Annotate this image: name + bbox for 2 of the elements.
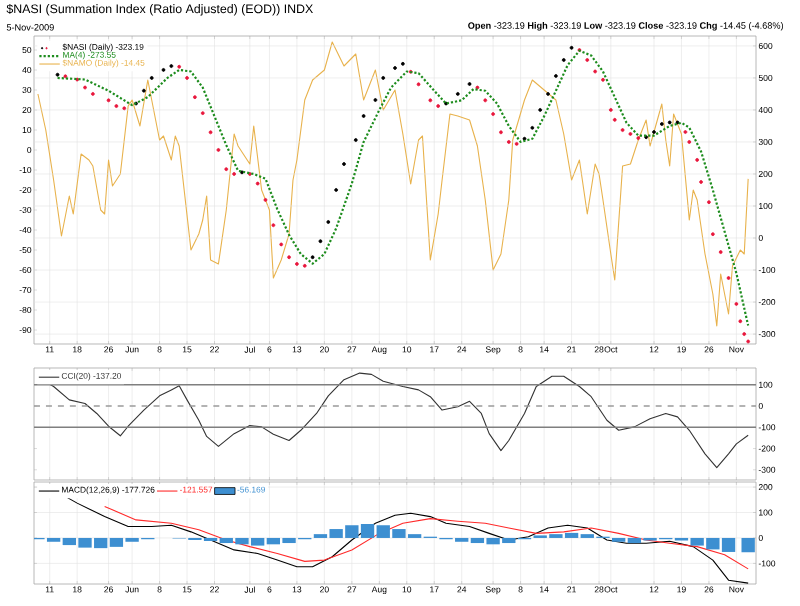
bar [741,537,755,553]
line-series [104,505,749,570]
